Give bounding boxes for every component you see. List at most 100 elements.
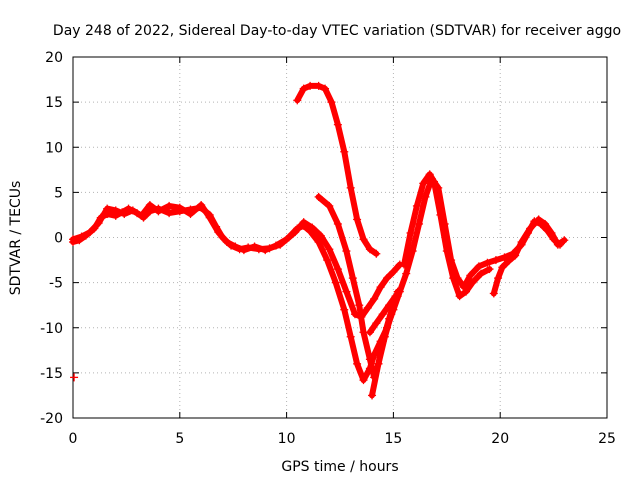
y-tick-label: 20	[45, 50, 63, 66]
data-point	[77, 232, 86, 241]
data-point	[534, 215, 543, 224]
data-point	[476, 269, 485, 278]
x-tick-label: 10	[278, 431, 296, 447]
data-point	[197, 201, 206, 210]
data-point	[346, 332, 355, 341]
data-point	[376, 283, 385, 292]
data-point	[306, 81, 315, 90]
data-point	[342, 247, 351, 256]
data-point	[355, 301, 364, 310]
data-point	[214, 228, 223, 237]
series-arc-g	[400, 170, 494, 301]
data-point	[455, 292, 464, 301]
data-point	[103, 204, 112, 213]
data-point	[359, 376, 368, 385]
data-point	[412, 201, 421, 210]
data-point	[111, 206, 120, 215]
series-line	[490, 216, 568, 297]
y-tick-label: 10	[45, 140, 63, 156]
series-arc-h	[489, 215, 569, 298]
data-point	[340, 305, 349, 314]
y-tick-label: -20	[40, 411, 63, 427]
data-point	[327, 98, 336, 107]
data-point	[145, 201, 154, 210]
tick-labels: 0 5 10 15 20 25 -20 -15 -10 -5 0 5 10 15 20	[40, 50, 616, 447]
data-point	[348, 274, 357, 283]
data-point	[325, 201, 334, 210]
y-tick-label: 5	[54, 185, 63, 201]
data-point	[365, 328, 374, 337]
data-point	[449, 274, 458, 283]
data-point	[547, 228, 556, 237]
x-axis-label: GPS time / hours	[281, 459, 398, 475]
data-point	[500, 253, 509, 262]
data-point	[359, 235, 368, 244]
data-point	[436, 210, 445, 219]
y-tick-label: 15	[45, 95, 63, 111]
data-point	[368, 391, 377, 400]
y-tick-label: 0	[54, 231, 63, 247]
data-point	[382, 274, 391, 283]
data-point	[365, 355, 374, 364]
data-point	[380, 332, 389, 341]
data-series	[69, 81, 569, 400]
data-point	[325, 245, 334, 254]
data-point	[316, 231, 325, 240]
data-point	[560, 236, 569, 245]
data-point	[489, 289, 498, 298]
series-arc-f	[368, 287, 402, 400]
data-point	[333, 219, 342, 228]
y-tick-label: -15	[40, 366, 63, 382]
data-point	[175, 203, 184, 212]
x-tick-label: 0	[69, 431, 78, 447]
data-point	[491, 256, 500, 265]
series-line	[401, 171, 493, 300]
y-tick-label: -5	[49, 276, 63, 292]
data-point	[222, 238, 231, 247]
data-point	[419, 179, 428, 188]
x-tick-label: 15	[384, 431, 402, 447]
data-point	[128, 206, 137, 215]
y-tick-label: -10	[40, 321, 63, 337]
data-point	[372, 249, 381, 258]
data-point	[271, 241, 280, 250]
data-point	[468, 278, 477, 287]
data-point	[69, 235, 77, 244]
data-point	[387, 310, 396, 319]
data-point	[323, 256, 332, 265]
data-point	[504, 256, 513, 265]
data-point	[331, 278, 340, 287]
data-point	[308, 223, 317, 232]
data-point	[483, 258, 492, 267]
data-point	[154, 207, 163, 216]
data-point	[389, 267, 398, 276]
data-point	[400, 260, 409, 269]
data-point	[462, 287, 471, 296]
chart-title: Day 248 of 2022, Sidereal Day-to-day VTE…	[53, 23, 621, 39]
data-point	[165, 201, 174, 210]
data-point	[353, 359, 362, 368]
data-point	[408, 247, 417, 256]
data-point	[406, 228, 415, 237]
data-point	[314, 192, 323, 201]
data-point	[429, 177, 438, 186]
data-point	[250, 242, 259, 251]
axis-ticks	[72, 56, 608, 419]
data-point	[342, 287, 351, 296]
data-point	[291, 228, 300, 237]
data-point	[415, 219, 424, 228]
data-point	[517, 238, 526, 247]
data-point	[370, 294, 379, 303]
data-point	[137, 211, 146, 220]
data-point	[402, 269, 411, 278]
data-point	[365, 245, 374, 254]
data-point	[282, 235, 291, 244]
data-point	[511, 251, 520, 260]
data-point	[541, 219, 550, 228]
data-point	[165, 209, 174, 218]
data-point	[346, 183, 355, 192]
data-point	[442, 247, 451, 256]
data-point	[374, 359, 383, 368]
data-point	[261, 246, 270, 255]
